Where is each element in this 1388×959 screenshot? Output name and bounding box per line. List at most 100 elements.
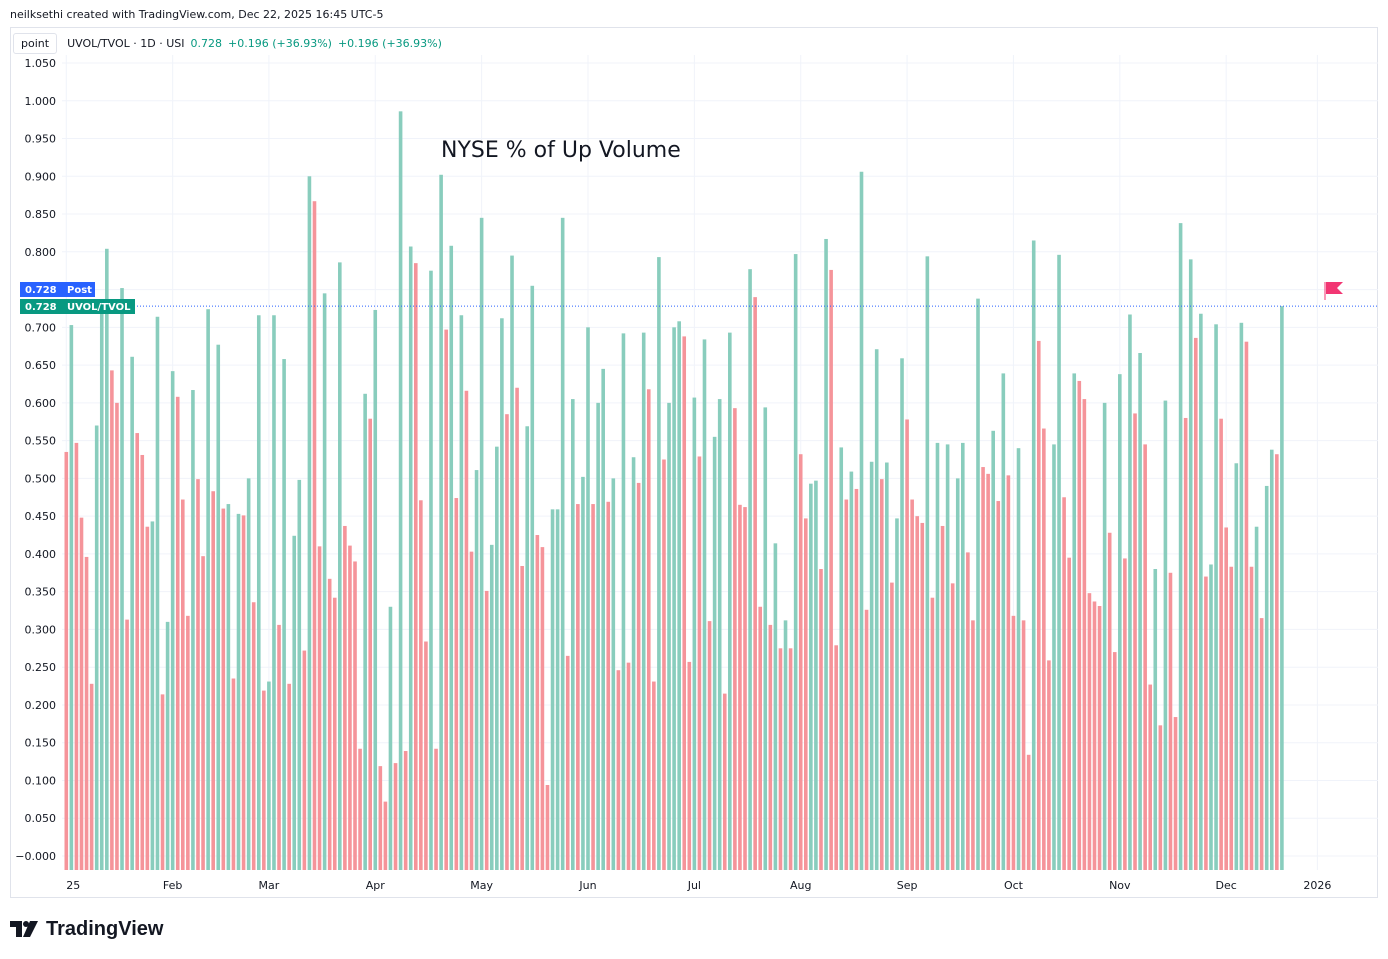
- bar: [74, 442, 79, 870]
- bar: [246, 478, 251, 870]
- bar: [130, 356, 134, 871]
- bar: [515, 387, 519, 870]
- bar: [241, 515, 246, 870]
- main-tag-label-bg: [62, 299, 135, 314]
- bar: [874, 349, 879, 870]
- bar: [930, 597, 935, 870]
- bar: [140, 454, 145, 870]
- x-tick-label: Feb: [163, 879, 182, 892]
- bar: [282, 359, 286, 870]
- bar: [1047, 660, 1051, 870]
- bar: [267, 681, 271, 870]
- bar: [976, 298, 980, 870]
- bar: [495, 446, 499, 870]
- bar: [1178, 223, 1183, 870]
- bar: [444, 329, 448, 870]
- bar: [1254, 526, 1259, 870]
- tradingview-logo-icon: [10, 921, 38, 937]
- bar: [1118, 374, 1122, 870]
- bar: [981, 467, 985, 870]
- bar: [879, 479, 884, 870]
- bar: [778, 648, 783, 870]
- bar: [692, 397, 697, 870]
- bar: [748, 269, 752, 870]
- bar: [180, 499, 185, 870]
- bar: [251, 602, 256, 870]
- bar: [454, 498, 459, 870]
- bar: [1229, 566, 1234, 870]
- bar: [955, 478, 960, 870]
- bar: [940, 525, 945, 870]
- bar: [393, 763, 398, 870]
- bar: [895, 518, 899, 870]
- bar: [728, 332, 732, 870]
- y-tick-label: 0.050: [25, 812, 57, 825]
- x-tick-label: Sep: [897, 879, 918, 892]
- bar: [277, 624, 281, 870]
- bar: [120, 288, 124, 871]
- x-tick-label: Dec: [1216, 879, 1237, 892]
- bar: [332, 597, 337, 870]
- bar: [986, 473, 990, 870]
- bar: [576, 504, 580, 870]
- bar: [591, 504, 595, 870]
- bar: [201, 556, 205, 870]
- last-value: 0.728: [190, 36, 223, 50]
- bar: [631, 457, 636, 870]
- bar: [621, 333, 626, 870]
- bar: [925, 256, 930, 870]
- bar: [682, 336, 687, 870]
- bar: [707, 621, 712, 870]
- bar: [1123, 558, 1127, 870]
- bar: [322, 293, 327, 870]
- bar: [616, 670, 621, 870]
- bar: [712, 436, 717, 870]
- bar: [89, 683, 94, 870]
- bar: [525, 426, 530, 870]
- bar: [667, 402, 671, 870]
- x-tick-label: May: [470, 879, 493, 892]
- bar: [1188, 259, 1193, 870]
- bar: [844, 499, 849, 870]
- bar: [687, 661, 692, 870]
- symbol-label[interactable]: UVOL/TVOL · 1D · USI: [67, 36, 185, 50]
- bar: [1087, 593, 1092, 870]
- bar: [1001, 373, 1006, 870]
- scale-mode-button[interactable]: point: [13, 32, 58, 54]
- bar: [1077, 380, 1082, 870]
- y-tick-label: 1.050: [25, 57, 57, 70]
- bar: [829, 269, 833, 870]
- bar: [1082, 399, 1087, 870]
- bar: [540, 547, 545, 870]
- flag-icon[interactable]: [1324, 282, 1343, 300]
- bar: [1011, 615, 1016, 870]
- x-tick-label: Oct: [1004, 879, 1024, 892]
- bar: [221, 508, 226, 870]
- bar: [1107, 532, 1112, 870]
- bar: [464, 390, 469, 870]
- y-tick-label: 0.800: [25, 246, 57, 259]
- bar: [216, 344, 221, 870]
- bar: [753, 297, 757, 871]
- bar: [327, 578, 332, 870]
- y-tick-label: −0.000: [15, 850, 56, 863]
- bar: [798, 454, 803, 870]
- post-tag-label-bg: [62, 282, 95, 297]
- bar: [809, 483, 813, 870]
- bar: [1133, 413, 1137, 870]
- bar: [646, 389, 651, 870]
- bar: [672, 327, 676, 870]
- bar: [469, 551, 474, 870]
- bar: [1128, 314, 1132, 871]
- bar: [1234, 463, 1239, 870]
- bar: [1102, 402, 1107, 870]
- x-tick-label: Jun: [578, 879, 596, 892]
- bar: [819, 569, 823, 870]
- bar: [611, 478, 616, 870]
- bar: [834, 645, 838, 870]
- bar: [262, 690, 266, 870]
- chart-title: NYSE % of Up Volume: [441, 138, 681, 163]
- bar: [165, 621, 170, 870]
- bar: [571, 399, 575, 870]
